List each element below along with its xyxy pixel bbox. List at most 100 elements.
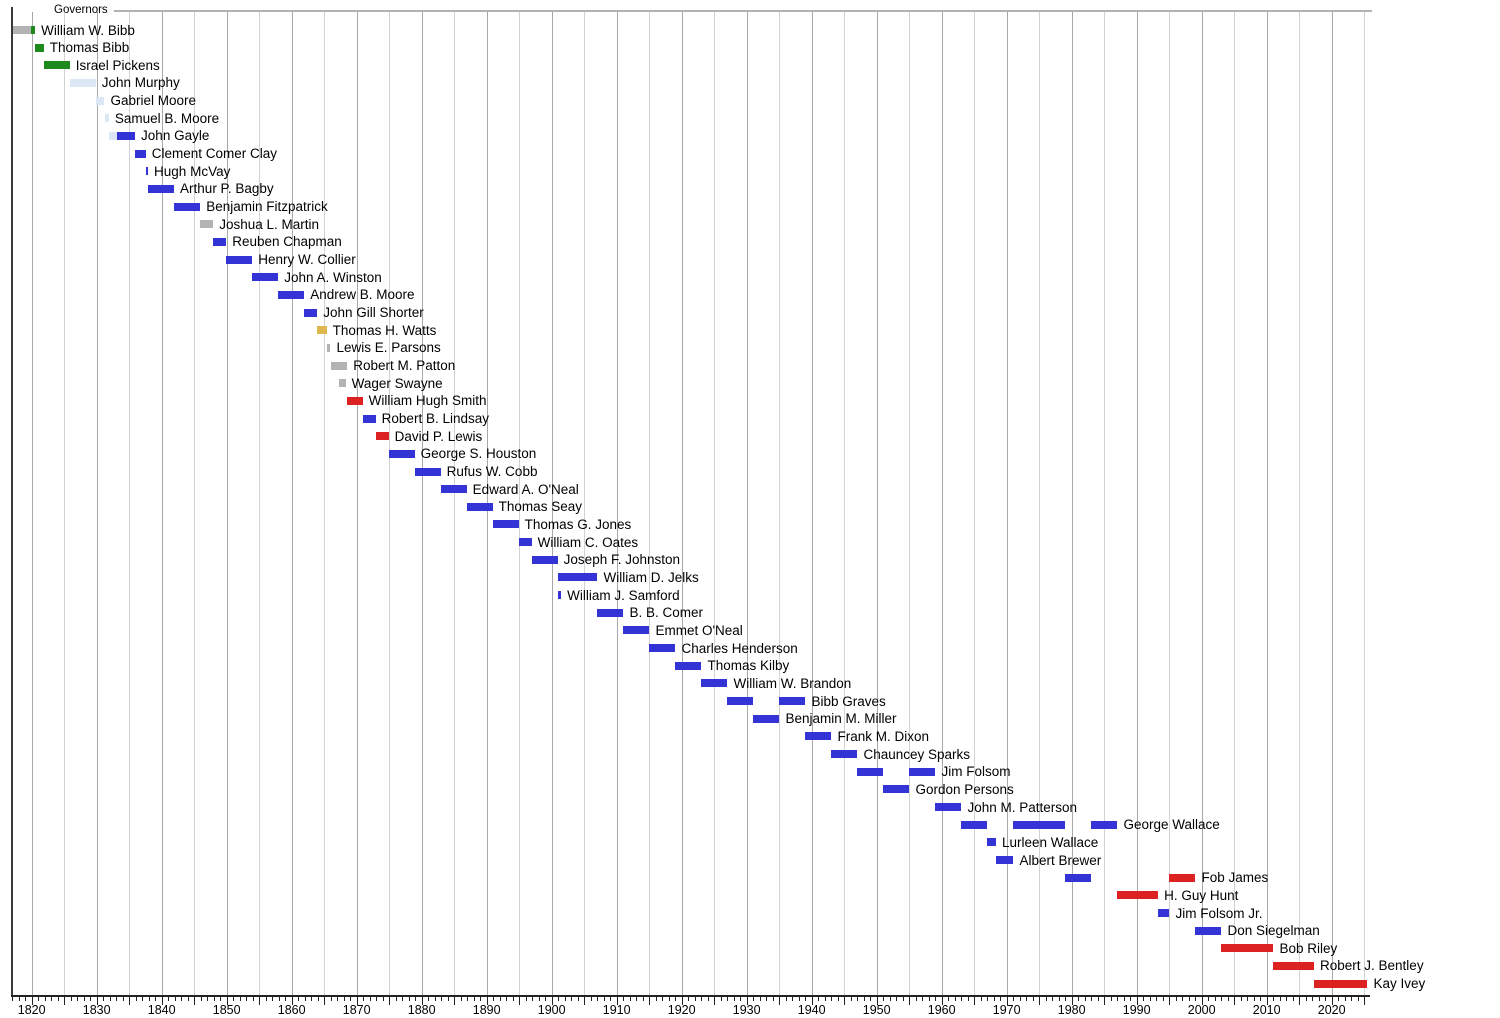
- axis-tick: [532, 996, 534, 1001]
- axis-tick: [1292, 996, 1294, 1001]
- term-bar: [375, 432, 389, 441]
- axis-tick: [460, 996, 462, 1001]
- term-bar: [148, 184, 175, 193]
- axis-tick: [499, 996, 501, 1001]
- gridline: [876, 12, 878, 995]
- term-bar: [145, 167, 149, 176]
- governor-label: Thomas Kilby: [707, 658, 790, 674]
- gridline: [1039, 12, 1041, 995]
- governor-label: John Murphy: [101, 75, 180, 91]
- axis-tick: [148, 996, 150, 1001]
- term-bar: [1117, 891, 1159, 900]
- axis-tick: [1156, 996, 1158, 1001]
- term-bar: [304, 308, 318, 317]
- axis-tick: [597, 996, 599, 1001]
- gridline: [324, 12, 326, 995]
- term-bar: [226, 255, 253, 264]
- axis-tick: [252, 996, 254, 1001]
- governor-label: John A. Winston: [284, 269, 382, 285]
- axis-tick: [642, 996, 644, 1001]
- gridline: [584, 12, 586, 995]
- term-bar: [987, 838, 996, 847]
- gridline: [291, 12, 293, 995]
- axis-tick: [707, 996, 709, 1001]
- axis-tick: [1052, 996, 1054, 1001]
- term-bar: [805, 732, 832, 741]
- term-bar: [135, 149, 146, 158]
- governor-label: Arthur P. Bagby: [180, 181, 274, 197]
- governor-label: Don Siegelman: [1227, 923, 1320, 939]
- axis-year-label: 1920: [667, 1003, 696, 1017]
- axis-tick: [356, 996, 358, 1005]
- axis-tick: [798, 996, 800, 1001]
- gridline: [974, 12, 976, 995]
- term-bar: [43, 61, 70, 70]
- term-bar: [1091, 820, 1118, 829]
- axis-tick: [850, 996, 852, 1001]
- governor-label: Edward A. O'Neal: [472, 481, 579, 497]
- term-bar: [440, 485, 467, 494]
- gridline: [1136, 12, 1138, 995]
- axis-year-label: 1860: [277, 1003, 306, 1017]
- axis-tick: [571, 996, 573, 1001]
- axis-tick: [584, 996, 586, 1005]
- axis-tick: [96, 996, 98, 1005]
- axis-tick: [1299, 996, 1301, 1005]
- axis-tick: [434, 996, 436, 1001]
- axis-tick: [1045, 996, 1047, 1001]
- term-bar: [1314, 979, 1368, 988]
- axis-tick: [454, 996, 456, 1005]
- axis-tick: [727, 996, 729, 1001]
- axis-tick: [1273, 996, 1275, 1001]
- gridline: [129, 12, 131, 995]
- axis-tick: [1019, 996, 1021, 1001]
- governor-label: Andrew B. Moore: [310, 287, 415, 303]
- axis-tick: [265, 996, 267, 1001]
- axis-tick: [844, 996, 846, 1005]
- axis-tick: [70, 996, 72, 1001]
- axis-tick: [259, 996, 261, 1005]
- axis-tick: [109, 996, 111, 1001]
- term-bar: [518, 538, 532, 547]
- term-bar: [1195, 926, 1222, 935]
- axis-tick: [649, 996, 651, 1005]
- governor-label: Emmet O'Neal: [655, 622, 743, 638]
- governor-label: Clement Comer Clay: [151, 146, 277, 162]
- axis-tick: [1110, 996, 1112, 1001]
- axis-tick: [701, 996, 703, 1001]
- axis-tick: [506, 996, 508, 1001]
- axis-tick: [1123, 996, 1125, 1001]
- axis-tick: [493, 996, 495, 1001]
- axis-tick: [1143, 996, 1145, 1001]
- governor-label: Thomas Seay: [498, 499, 582, 515]
- axis-tick: [694, 996, 696, 1001]
- axis-tick: [753, 996, 755, 1001]
- axis-tick: [155, 996, 157, 1001]
- axis-tick: [473, 996, 475, 1001]
- term-bar: [317, 326, 327, 335]
- axis-tick: [889, 996, 891, 1001]
- governor-label: Robert M. Patton: [353, 358, 456, 374]
- axis-year-label: 1940: [797, 1003, 826, 1017]
- title-rule: [114, 10, 1372, 12]
- axis-tick: [12, 996, 14, 1001]
- governor-label: William C. Oates: [537, 534, 639, 550]
- term-bar: [1221, 944, 1274, 953]
- axis-year-label: 1910: [602, 1003, 631, 1017]
- axis-tick: [746, 996, 748, 1005]
- term-bar: [388, 449, 415, 458]
- term-bar: [649, 644, 676, 653]
- governor-label: Chauncey Sparks: [863, 746, 971, 762]
- governor-label: Frank M. Dixon: [837, 728, 929, 744]
- term-bar: [466, 502, 493, 511]
- term-bar: [12, 26, 31, 34]
- governor-label: Benjamin Fitzpatrick: [206, 199, 328, 215]
- governor-label: Joshua L. Martin: [219, 216, 320, 232]
- gridline: [389, 12, 391, 995]
- term-bar: [330, 361, 348, 370]
- gridline: [551, 12, 553, 995]
- chart-title: Governors: [54, 4, 108, 16]
- axis-tick: [1331, 996, 1333, 1005]
- axis-tick: [194, 996, 196, 1005]
- term-bar: [200, 220, 214, 229]
